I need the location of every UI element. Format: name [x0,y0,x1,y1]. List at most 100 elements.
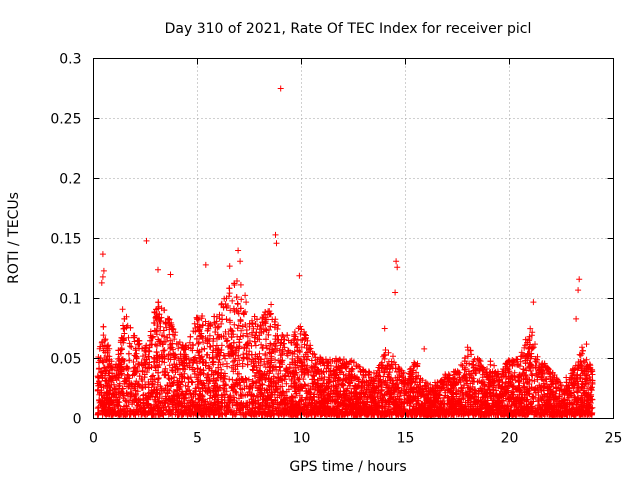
data-point [262,352,269,359]
data-point [282,406,289,412]
data-point [151,327,158,334]
data-point [95,404,102,410]
data-point [115,383,122,390]
data-point [267,342,274,349]
data-point [276,347,283,354]
data-point [313,361,320,368]
data-point [143,369,150,376]
data-point [297,330,304,337]
data-point [226,285,233,292]
data-point [576,351,583,358]
data-point [188,379,195,386]
data-point [318,375,325,382]
data-point [348,365,355,372]
data-point [235,322,242,329]
data-point [268,301,275,308]
data-point [341,396,348,402]
data-point [97,369,104,376]
data-point [184,374,191,381]
data-point [211,383,218,390]
data-point [99,338,106,345]
data-point [226,376,233,383]
data-point [94,405,101,412]
data-point [249,366,256,373]
data-point [267,378,274,385]
data-point [207,392,214,399]
data-point [167,383,174,390]
data-point [203,377,210,384]
data-point [458,361,465,368]
data-point [225,331,232,337]
data-point [305,399,312,406]
data-point [243,327,250,333]
data-point [472,387,479,394]
data-point [186,339,193,346]
data-point [298,344,305,351]
data-point [254,394,261,401]
data-point [167,345,174,352]
data-point [234,308,241,315]
data-point [130,359,137,365]
data-point [277,342,284,349]
data-point [199,385,206,392]
data-point [168,375,175,382]
data-point [170,388,177,395]
data-point [124,371,131,378]
data-point [456,374,463,381]
data-point [505,357,512,364]
data-point [125,334,132,341]
data-point [129,401,136,408]
data-point [151,320,158,327]
data-point [252,321,259,327]
data-point [166,362,173,369]
data-point [95,366,102,372]
data-point [309,365,316,372]
data-point [280,396,286,402]
data-point [315,394,322,401]
data-point [390,353,396,360]
data-point [171,361,178,368]
data-point [111,381,117,388]
data-point [299,337,306,343]
data-point [579,383,586,390]
data-point [204,338,211,345]
data-point [168,367,175,373]
data-point [232,355,239,362]
data-point [121,330,128,337]
data-point [227,307,234,314]
data-point [579,344,585,351]
data-point [321,374,328,380]
data-point [589,377,596,384]
data-point [486,379,493,386]
data-point [202,318,209,325]
data-point [151,376,158,383]
data-point [151,396,158,403]
data-point [153,331,160,338]
data-point [111,385,118,392]
data-point [99,358,106,365]
data-point [195,349,202,356]
data-point [291,351,298,357]
data-point [349,366,356,373]
data-point [335,357,342,364]
data-point [99,368,105,375]
data-point [234,325,241,332]
data-point [206,332,213,339]
data-point [385,349,392,356]
data-point [585,381,592,388]
data-point [165,395,172,402]
data-point [264,345,270,352]
data-point [204,374,210,381]
data-point [457,379,464,385]
data-point [371,388,378,395]
data-point [394,393,401,400]
data-point [467,380,474,387]
data-point [191,320,198,327]
data-point [161,347,168,354]
data-point [126,340,133,347]
data-point [222,328,229,335]
data-point [252,342,259,349]
data-point [537,395,544,402]
data-point [231,321,238,328]
data-point [303,356,310,363]
